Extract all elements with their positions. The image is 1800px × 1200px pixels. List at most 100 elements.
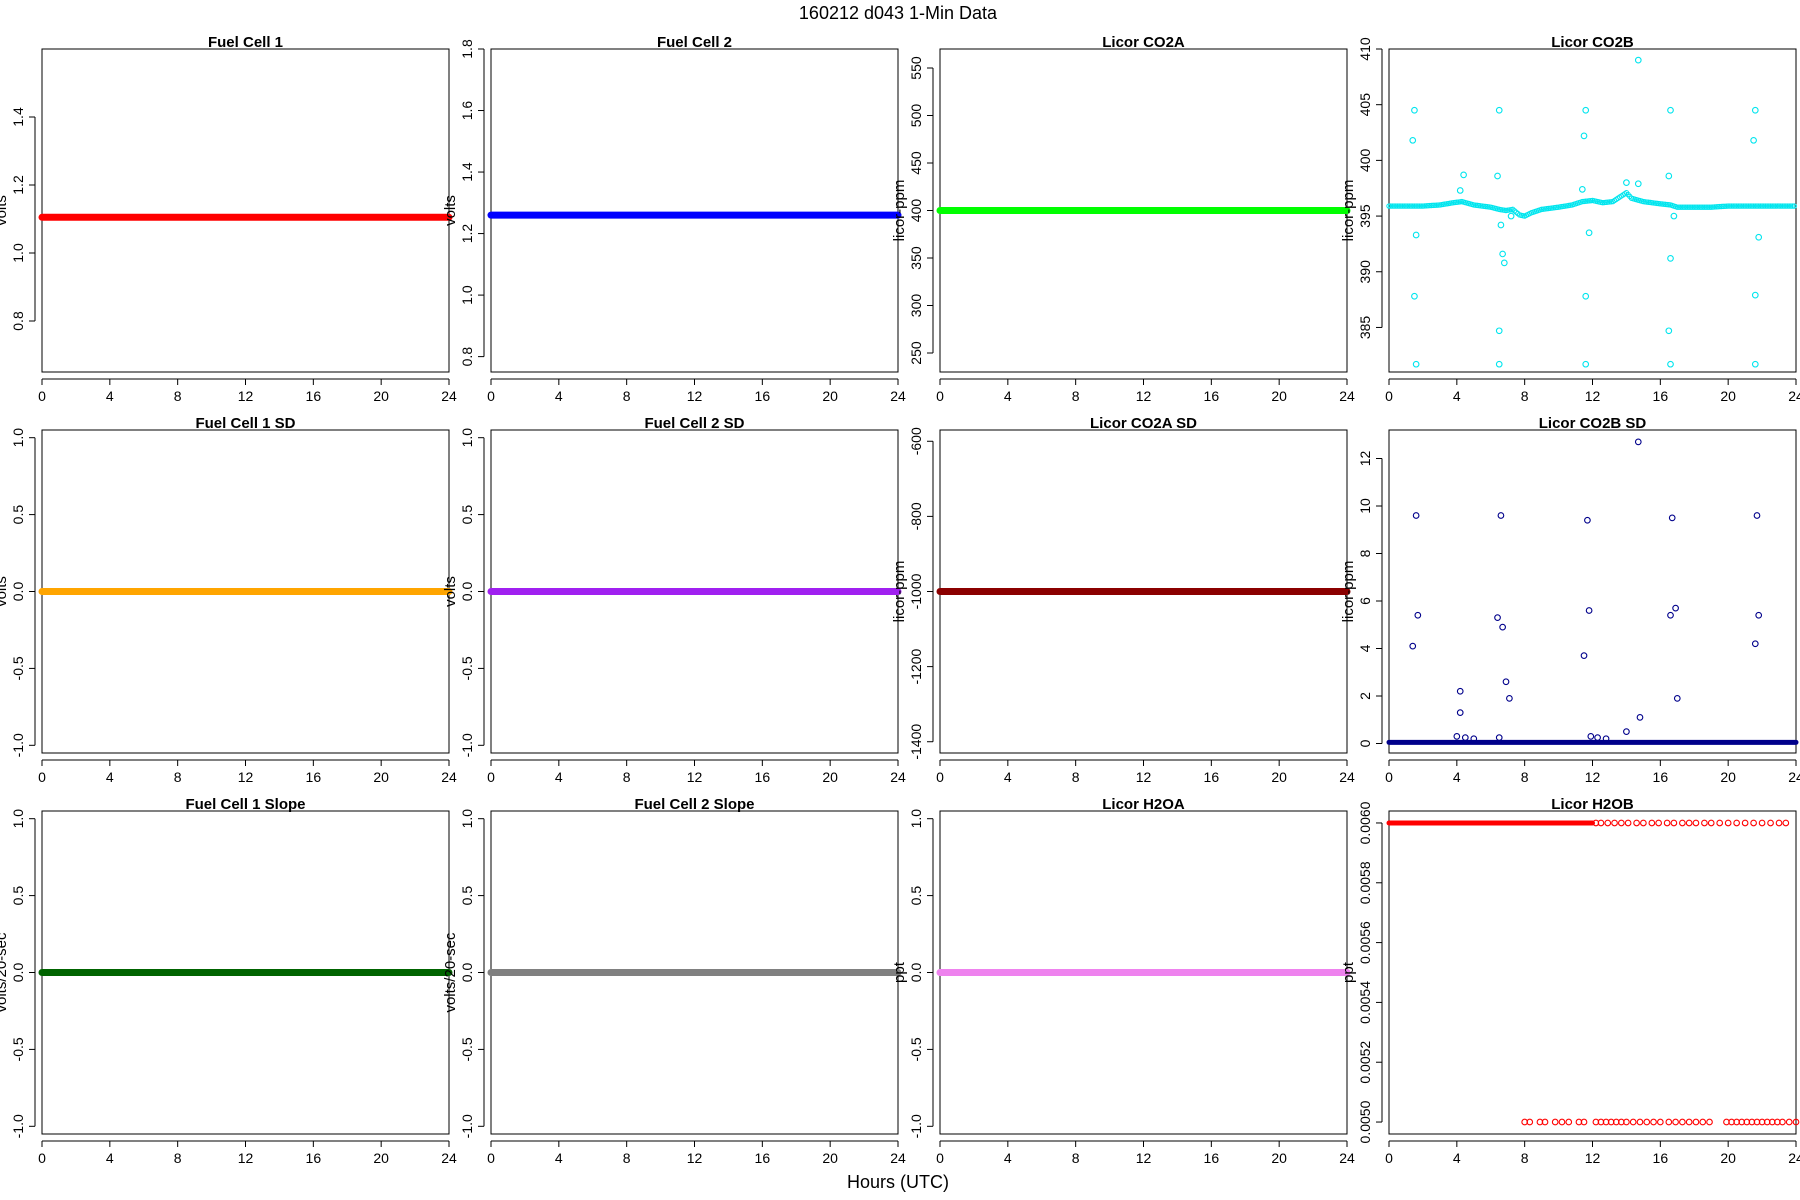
x-tick-label: 16 [1653,769,1669,785]
y-tick-label: 4 [1357,644,1373,652]
data-point [1580,652,1588,659]
data-point [1716,819,1724,827]
x-tick-label: 12 [687,1150,703,1166]
data-point [1604,819,1612,827]
data-point [1689,204,1696,210]
x-tick-label: 4 [1004,769,1012,785]
data-point [1707,819,1715,827]
x-tick-label: 24 [1339,1150,1355,1166]
data-point [1582,292,1590,300]
data-point [1500,259,1508,267]
x-tick-label: 8 [174,1150,182,1166]
data-point [1751,360,1759,368]
data-point [1415,203,1421,209]
data-point [1636,714,1644,721]
data-point [1792,1118,1800,1126]
data-point [1764,203,1770,209]
data-point [1409,642,1417,650]
data-point [1672,1118,1679,1126]
data-point [1673,695,1681,702]
y-tick-label: 6 [1357,597,1373,605]
data-point [1776,203,1782,209]
y-tick-label: -1400 [908,724,924,760]
y-tick-label: 1.0 [459,809,475,829]
data-point [1413,203,1419,209]
data-point [1758,819,1766,827]
y-tick-label: 1.0 [10,243,26,263]
data-point [1394,203,1401,209]
y-tick-label: 1.0 [10,428,26,448]
y-tick-label: 550 [908,56,924,80]
data-point [1617,819,1625,827]
data-point [1582,360,1590,368]
data-point [1781,203,1787,209]
data-point [1788,203,1794,209]
data-point [1640,819,1647,827]
x-tick-label: 0 [38,769,46,785]
data-point [1774,203,1781,209]
y-tick-label: 1.0 [908,809,924,829]
x-axis: 0 4 8 12 16 20 24 [936,378,1355,404]
data-point [1725,203,1731,209]
x-tick-label: 20 [822,1150,838,1166]
y-axis: -1.0 -0.5 0.0 0.5 1.0 [10,428,36,757]
data-point [1754,203,1760,209]
data-point [1750,819,1757,827]
y-tick-label: 400 [1357,148,1373,172]
x-tick-label: 4 [106,1150,114,1166]
x-tick-label: 12 [238,769,254,785]
x-tick-label: 20 [1720,388,1736,404]
data-point [1730,203,1736,209]
data-point [1667,611,1674,619]
y-tick-label: -0.5 [908,1037,924,1061]
data-point [1679,204,1686,210]
panel-title: Fuel Cell 1 SD [195,415,295,432]
data-point [1580,132,1588,140]
x-tick-label: 16 [1204,769,1220,785]
x-tick-label: 8 [623,388,631,404]
x-tick-label: 8 [1072,388,1080,404]
data-point [1629,1118,1637,1126]
data-point [1408,203,1414,209]
y-axis-label: volts [0,576,10,607]
x-tick-label: 0 [487,1150,495,1166]
x-tick-label: 8 [623,769,631,785]
x-tick-label: 16 [755,1150,771,1166]
data-point [1494,172,1501,180]
data-point [1414,611,1422,619]
data-point [1456,709,1464,716]
y-tick-label: 250 [908,341,924,365]
x-tick-label: 20 [373,769,389,785]
y-tick-label: 0.0050 [1357,1100,1373,1143]
panel-4: Licor CO2B 0 4 8 12 16 20 24 385 390 395 400 405 410 l… [1340,34,1800,404]
data-point [1587,733,1595,740]
data-point [1526,1118,1534,1126]
data-point [1775,819,1783,827]
data-point [1412,360,1420,368]
data-point [1694,204,1701,210]
data-point [1663,819,1671,827]
data-point [1769,203,1775,209]
y-tick-label: 350 [908,246,924,270]
y-tick-label: 450 [908,151,924,175]
data-point [1602,735,1610,743]
y-axis-label: volts [442,576,459,607]
x-axis: 0 4 8 12 16 20 24 [936,1140,1355,1166]
data-point [1470,735,1478,743]
data-point [1665,172,1673,180]
data-point [1453,733,1461,740]
data-point [1623,179,1630,187]
y-tick-label: -1.0 [10,733,26,757]
data-point [1732,203,1738,209]
data-point [1507,212,1515,220]
data-point [1623,1118,1630,1126]
x-tick-label: 12 [1585,1150,1601,1166]
data-point [1650,1118,1657,1126]
y-tick-label: 1.4 [10,107,26,127]
data-point [1409,136,1417,144]
data-point [1677,204,1684,210]
data-point [1698,204,1704,210]
data-point [1751,291,1759,299]
data-point [1700,204,1706,210]
